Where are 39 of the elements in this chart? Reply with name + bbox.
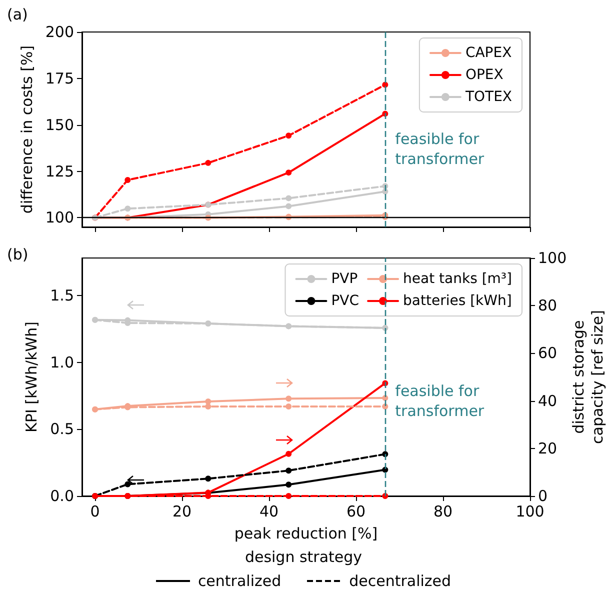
- y-tick-label: 1.0: [50, 353, 74, 372]
- y2-tick-label: 0: [538, 487, 548, 505]
- y-axis-title: difference in costs [%]: [18, 45, 36, 214]
- x-tick-label: 100: [516, 502, 544, 520]
- y2-tick-label: 40: [538, 392, 558, 410]
- y-tick-label: 175: [45, 69, 74, 88]
- text: centralized: [198, 572, 282, 590]
- y2-tick-label: 100: [538, 249, 567, 267]
- x-tick-label: 80: [433, 502, 453, 520]
- legend-label: PVP: [331, 271, 358, 287]
- x-tick-label: 60: [346, 502, 366, 520]
- chart-title: (b): [7, 246, 28, 264]
- y-axis-title: KPI [kWh/kWh]: [22, 322, 41, 432]
- y-tick-label: 0.5: [50, 420, 74, 438]
- legend-label: CAPEX: [465, 45, 512, 61]
- y2-axis-title: district storage capacity [ref size]: [570, 310, 606, 444]
- legend-title: design strategy: [244, 548, 364, 566]
- x-tick-label: 0: [90, 502, 100, 520]
- ref-line-label: feasible for transformer: [395, 130, 485, 168]
- y2-tick-label: 80: [538, 296, 558, 315]
- legend-label: batteries [kWh]: [403, 293, 512, 309]
- legend-label: heat tanks [m³]: [403, 271, 512, 287]
- legend-label: OPEX: [465, 67, 504, 83]
- legend-label: PVC: [331, 293, 360, 309]
- y-tick-label: 200: [45, 23, 74, 41]
- y-tick-label: 125: [45, 162, 74, 180]
- text: decentralized: [349, 572, 452, 590]
- x-axis-title: peak reduction [%]: [234, 524, 378, 542]
- y2-tick-label: 60: [538, 344, 558, 362]
- y-tick-label: 0.0: [50, 487, 74, 505]
- x-tick-label: 20: [172, 502, 192, 520]
- y-tick-label: 150: [45, 116, 74, 134]
- ref-line-label: feasible for transformer: [395, 382, 485, 420]
- y-tick-label: 100: [45, 208, 74, 227]
- y-tick-label: 1.5: [50, 286, 74, 304]
- legend-label: TOTEX: [464, 89, 512, 105]
- y2-tick-label: 20: [538, 439, 558, 458]
- chart-title: (a): [7, 6, 28, 24]
- x-tick-label: 40: [259, 502, 279, 520]
